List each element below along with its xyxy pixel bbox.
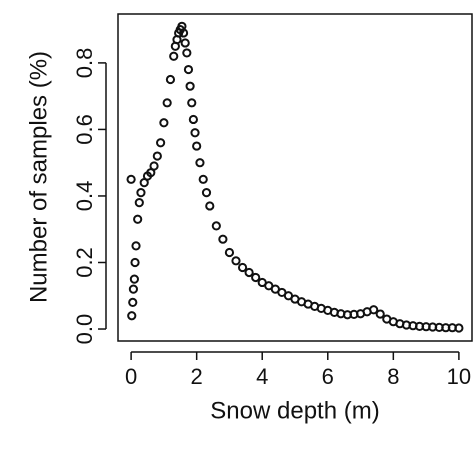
x-tick-label: 0 bbox=[125, 364, 137, 389]
point bbox=[128, 284, 139, 294]
x-tick-label: 10 bbox=[447, 364, 471, 389]
point bbox=[149, 161, 159, 171]
point bbox=[182, 48, 192, 58]
point bbox=[185, 81, 195, 91]
x-axis-label: Snow depth (m) bbox=[210, 397, 379, 424]
point bbox=[162, 98, 172, 108]
point bbox=[127, 311, 137, 321]
point bbox=[205, 201, 215, 211]
point bbox=[131, 241, 141, 251]
plot-frame bbox=[117, 13, 473, 342]
point bbox=[159, 118, 169, 128]
point bbox=[156, 138, 166, 148]
point bbox=[128, 297, 138, 308]
point bbox=[237, 262, 248, 273]
point bbox=[169, 51, 179, 61]
point bbox=[224, 247, 235, 258]
point bbox=[129, 274, 139, 284]
point bbox=[187, 98, 197, 108]
x-tick-label: 2 bbox=[191, 364, 203, 389]
point bbox=[218, 234, 228, 244]
y-tick-label: 0.2 bbox=[72, 247, 97, 278]
point bbox=[136, 188, 146, 198]
point bbox=[192, 141, 202, 151]
point bbox=[198, 174, 208, 184]
point bbox=[183, 64, 194, 75]
point bbox=[244, 267, 254, 278]
y-tick-label: 0.0 bbox=[72, 314, 97, 345]
point bbox=[180, 38, 190, 48]
point bbox=[165, 74, 176, 85]
point bbox=[454, 323, 464, 333]
y-tick-label: 0.6 bbox=[72, 114, 97, 145]
x-tick-label: 4 bbox=[256, 364, 268, 389]
point bbox=[178, 28, 189, 38]
point bbox=[251, 272, 261, 283]
point bbox=[231, 256, 241, 266]
point bbox=[133, 214, 143, 224]
point bbox=[369, 305, 379, 315]
point bbox=[130, 257, 140, 268]
y-tick-label: 0.4 bbox=[72, 181, 97, 212]
point bbox=[211, 221, 221, 231]
x-tick-label: 6 bbox=[322, 364, 334, 389]
y-tick-label: 0.8 bbox=[72, 48, 97, 79]
point bbox=[190, 128, 200, 138]
point bbox=[195, 158, 205, 168]
point bbox=[188, 114, 198, 125]
y-axis-label: Number of samples (%) bbox=[25, 51, 52, 303]
point bbox=[201, 188, 212, 198]
x-tick-label: 8 bbox=[387, 364, 399, 389]
point bbox=[126, 174, 136, 184]
point bbox=[134, 198, 144, 208]
point bbox=[152, 151, 162, 161]
point bbox=[375, 309, 385, 319]
